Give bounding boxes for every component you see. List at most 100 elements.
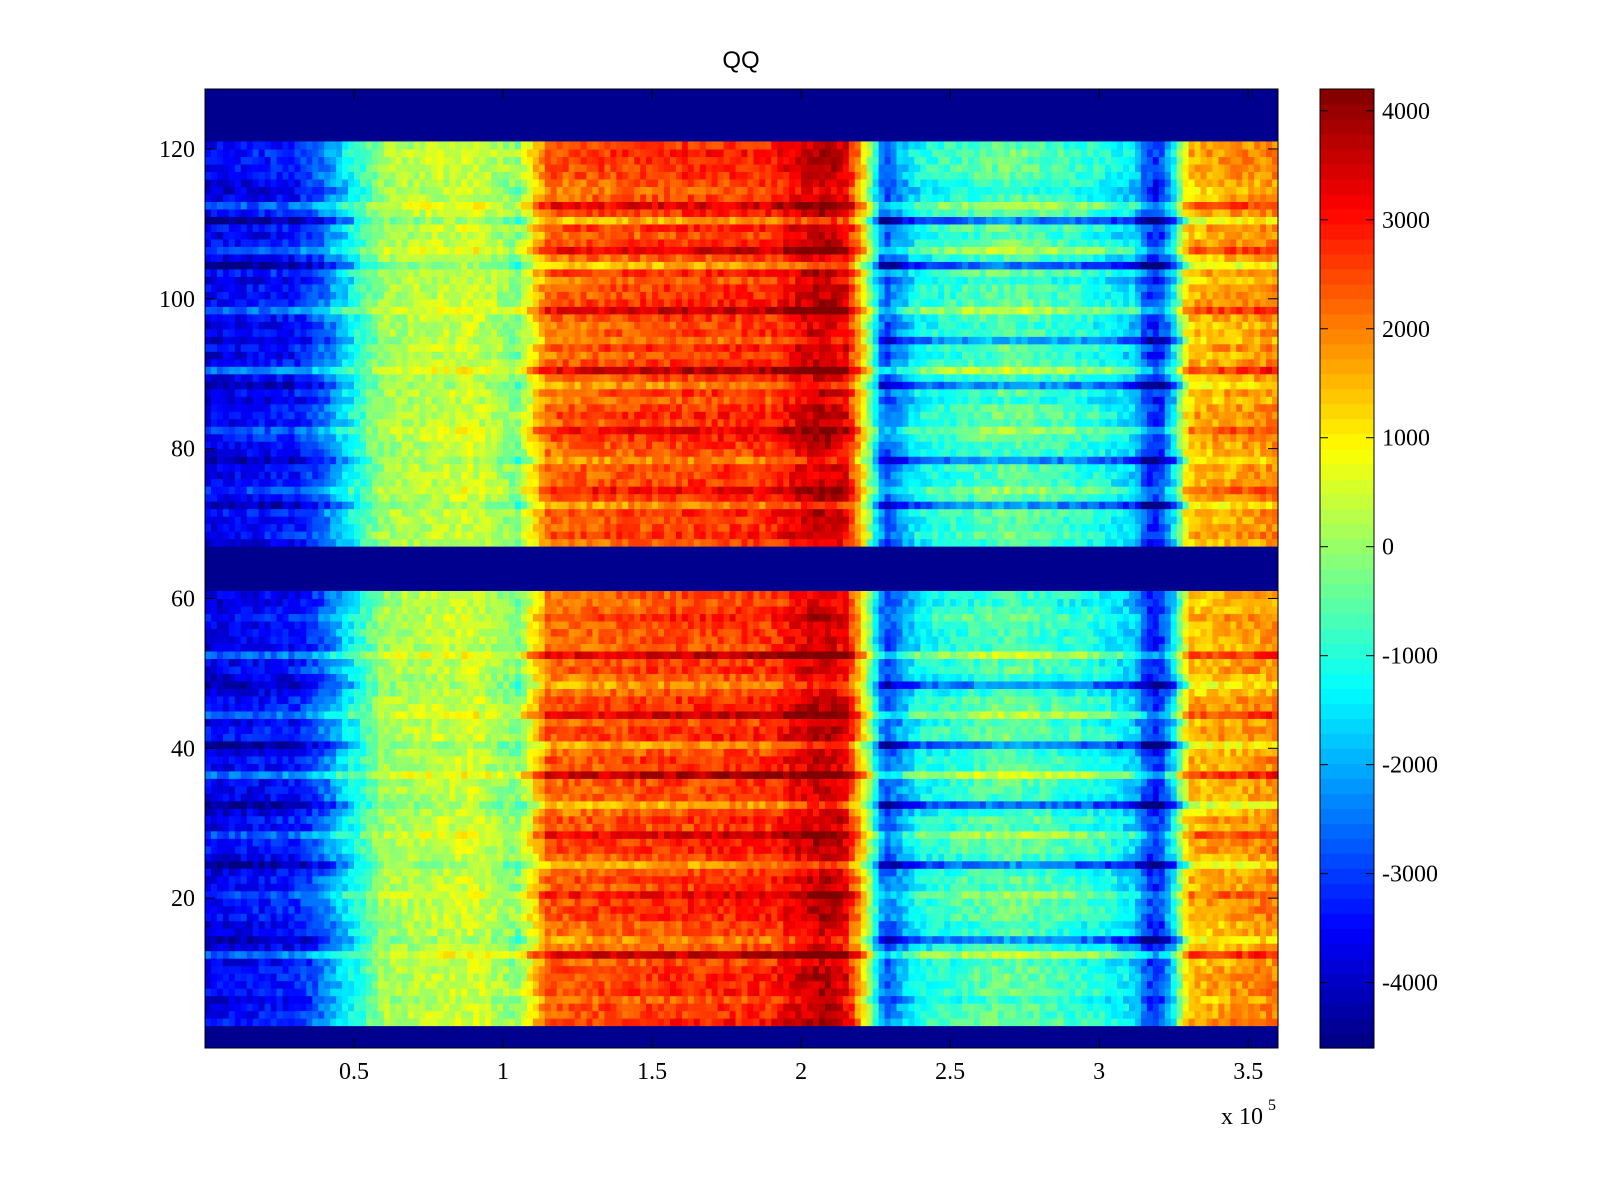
heatmap-cell xyxy=(628,913,635,922)
heatmap-cell xyxy=(288,815,296,824)
heatmap-cell xyxy=(813,943,820,952)
heatmap-cell xyxy=(514,995,522,1004)
heatmap-cell xyxy=(1093,823,1100,832)
heatmap-cell xyxy=(1099,853,1106,862)
heatmap-cell xyxy=(580,920,588,929)
heatmap-cell xyxy=(896,1010,904,1019)
heatmap-cell xyxy=(830,1003,838,1012)
heatmap-cell xyxy=(288,830,296,839)
heatmap-cell xyxy=(973,913,981,922)
heatmap-cell xyxy=(526,920,534,929)
heatmap-cell xyxy=(658,860,665,869)
heatmap-cell xyxy=(228,973,236,982)
heatmap-cell xyxy=(467,815,474,824)
heatmap-cell xyxy=(598,860,605,869)
heatmap-cell xyxy=(1158,958,1166,967)
heatmap-cell xyxy=(497,958,504,967)
heatmap-cell xyxy=(419,973,427,982)
heatmap-cell xyxy=(842,943,850,952)
heatmap-cell xyxy=(455,898,462,907)
heatmap-cell xyxy=(1218,935,1225,944)
heatmap-cell xyxy=(1236,913,1243,922)
heatmap-cell xyxy=(556,898,564,907)
heatmap-cell xyxy=(1164,928,1172,937)
heatmap-cell xyxy=(1117,950,1124,959)
heatmap-cell xyxy=(818,1018,826,1027)
heatmap-cell xyxy=(950,890,957,899)
heatmap-cell xyxy=(252,860,260,869)
heatmap-cell xyxy=(276,988,284,997)
heatmap-cell xyxy=(938,905,945,914)
heatmap-cell xyxy=(270,973,278,982)
heatmap-cell xyxy=(1015,995,1023,1004)
heatmap-cell xyxy=(932,958,939,967)
heatmap-cell xyxy=(1248,860,1255,869)
heatmap-cell xyxy=(377,1003,385,1012)
heatmap-cell xyxy=(932,868,939,877)
heatmap-cell xyxy=(276,1018,284,1027)
heatmap-cell xyxy=(854,980,862,989)
heatmap-cell xyxy=(359,913,367,922)
heatmap-cell xyxy=(878,988,886,997)
heatmap-cell xyxy=(419,995,427,1004)
heatmap-cell xyxy=(431,928,439,937)
heatmap-cell xyxy=(282,898,290,907)
heatmap-cell xyxy=(729,958,737,967)
heatmap-cell xyxy=(383,1018,391,1027)
heatmap-cell xyxy=(675,943,683,952)
heatmap-cell xyxy=(896,845,904,854)
heatmap-cell xyxy=(1087,920,1094,929)
heatmap-cell xyxy=(1117,875,1124,884)
heatmap-cell xyxy=(640,1018,647,1027)
heatmap-cell xyxy=(860,823,868,832)
heatmap-cell xyxy=(634,980,641,989)
heatmap-cell xyxy=(240,875,248,884)
heatmap-cell xyxy=(908,928,915,937)
heatmap-cell xyxy=(377,905,385,914)
heatmap-cell xyxy=(359,958,367,967)
heatmap-cell xyxy=(342,845,349,854)
heatmap-cell xyxy=(228,995,236,1004)
heatmap-cell xyxy=(1188,868,1196,877)
heatmap-cell xyxy=(1146,1018,1154,1027)
heatmap-cell xyxy=(836,838,844,847)
heatmap-cell xyxy=(616,1018,623,1027)
heatmap-cell xyxy=(872,988,880,997)
heatmap-cell xyxy=(491,838,498,847)
heatmap-cell xyxy=(520,958,528,967)
heatmap-cell xyxy=(1188,838,1196,847)
heatmap-cell xyxy=(920,838,927,847)
heatmap-cell xyxy=(1236,935,1243,944)
heatmap-cell xyxy=(371,973,379,982)
heatmap-cell xyxy=(622,928,629,937)
heatmap-cell xyxy=(485,980,492,989)
heatmap-cell xyxy=(383,853,391,862)
heatmap-cell xyxy=(1057,988,1064,997)
heatmap-cell xyxy=(282,883,290,892)
heatmap-cell xyxy=(205,890,212,899)
heatmap-cell xyxy=(461,943,468,952)
heatmap-cell xyxy=(413,883,421,892)
heatmap-cell xyxy=(413,980,421,989)
heatmap-cell xyxy=(449,905,456,914)
heatmap-cell xyxy=(443,935,450,944)
heatmap-cell xyxy=(383,1010,391,1019)
heatmap-cell xyxy=(878,1018,886,1027)
heatmap-cell xyxy=(449,973,456,982)
heatmap-cell xyxy=(610,950,617,959)
heatmap-cell xyxy=(312,898,319,907)
heatmap-cell xyxy=(246,950,254,959)
heatmap-cell xyxy=(789,905,796,914)
heatmap-cell xyxy=(1105,875,1112,884)
heatmap-cell xyxy=(1170,935,1178,944)
heatmap-cell xyxy=(610,830,617,839)
heatmap-cell xyxy=(1057,898,1064,907)
heatmap-cell xyxy=(550,943,558,952)
heatmap-cell xyxy=(252,958,260,967)
heatmap-cell xyxy=(1087,868,1094,877)
heatmap-cell xyxy=(920,1010,927,1019)
heatmap-cell xyxy=(669,988,677,997)
heatmap-cell xyxy=(968,860,975,869)
heatmap-cell xyxy=(991,860,999,869)
heatmap-cell xyxy=(210,1003,218,1012)
